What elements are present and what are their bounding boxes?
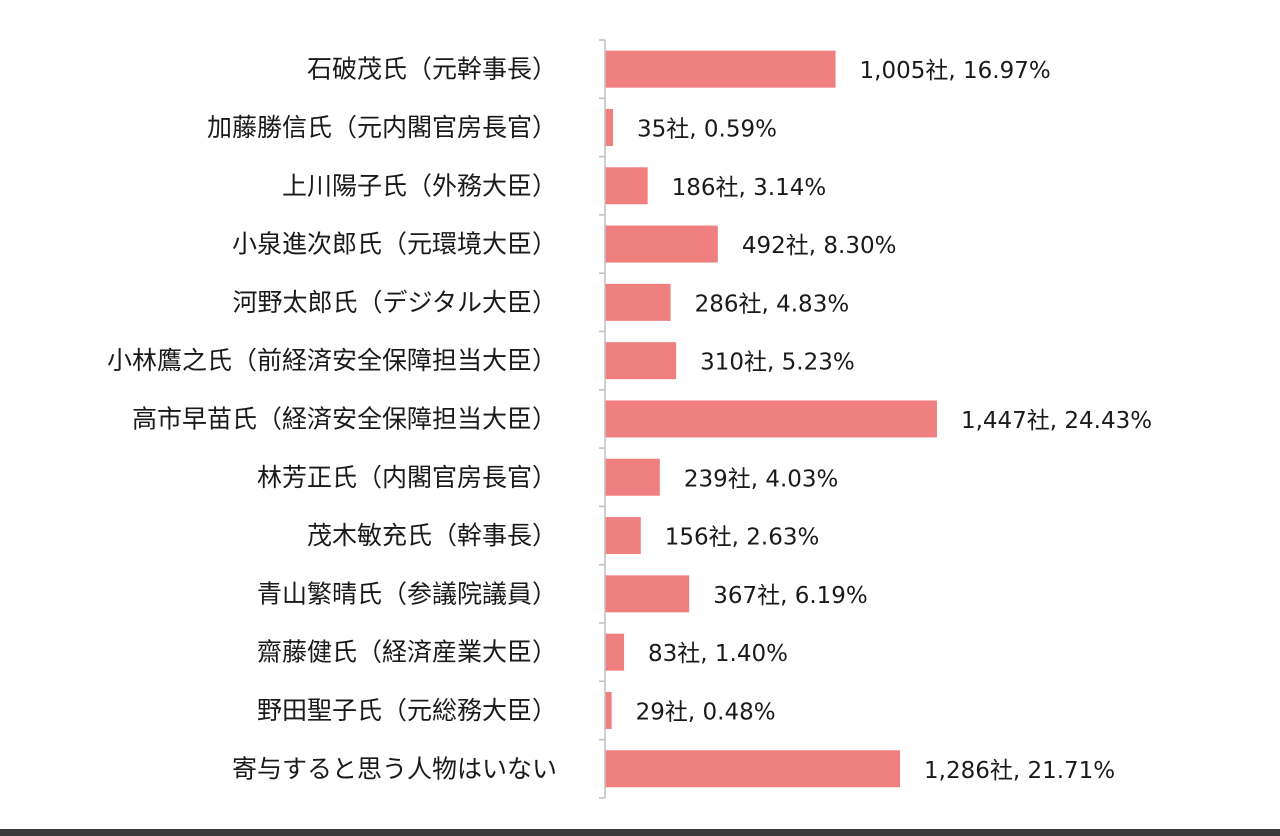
category-label: 上川陽子氏（外務大臣） xyxy=(282,171,557,200)
category-label: 高市早苗氏（経済安全保障担当大臣） xyxy=(132,404,557,433)
data-label: 156社, 2.63% xyxy=(665,525,820,551)
category-label: 加藤勝信氏（元内閣官房長官） xyxy=(207,113,557,142)
bar xyxy=(605,50,836,88)
bar xyxy=(605,517,641,555)
data-label: 492社, 8.30% xyxy=(742,233,897,259)
category-labels: 石破茂氏（元幹事長） 加藤勝信氏（元内閣官房長官） 上川陽子氏（外務大臣） 小泉進次郎… xyxy=(107,55,557,784)
bar xyxy=(605,167,648,205)
data-label: 29社, 0.48% xyxy=(636,699,776,725)
bar xyxy=(605,691,612,729)
category-label: 青山繁晴氏（参議院議員） xyxy=(257,579,557,608)
data-label: 1,005社, 16.97% xyxy=(860,58,1051,84)
bar xyxy=(605,283,671,321)
category-label: 小林鷹之氏（前経済安全保障担当大臣） xyxy=(107,346,557,375)
category-label: 石破茂氏（元幹事長） xyxy=(307,55,557,84)
bar xyxy=(605,633,625,671)
bar xyxy=(605,575,690,613)
category-label: 寄与すると思う人物はいない xyxy=(232,754,557,783)
data-label: 186社, 3.14% xyxy=(672,175,827,201)
category-label: 河野太郎氏（デジタル大臣） xyxy=(232,288,557,317)
bar xyxy=(605,225,718,263)
bar xyxy=(605,342,677,380)
data-labels: 1,005社, 16.97% 35社, 0.59% 186社, 3.14% 492社,… xyxy=(636,58,1152,784)
bar xyxy=(605,108,614,146)
data-label: 83社, 1.40% xyxy=(648,641,788,667)
category-label: 野田聖子氏（元総務大臣） xyxy=(257,696,557,725)
data-label: 367社, 6.19% xyxy=(713,583,868,609)
bottom-border-bar xyxy=(0,829,1280,836)
data-label: 286社, 4.83% xyxy=(695,291,850,317)
category-label: 茂木敏充氏（幹事長） xyxy=(307,521,557,550)
category-label: 小泉進次郎氏（元環境大臣） xyxy=(232,230,557,259)
bar xyxy=(605,458,660,496)
bars xyxy=(605,50,937,788)
data-label: 239社, 4.03% xyxy=(684,466,839,492)
data-label: 310社, 5.23% xyxy=(700,350,855,376)
bar xyxy=(605,750,901,788)
data-label: 1,447社, 24.43% xyxy=(961,408,1152,434)
data-label: 1,286社, 21.71% xyxy=(924,758,1115,784)
category-label: 齋藤健氏（経済産業大臣） xyxy=(257,638,557,667)
bar xyxy=(605,400,937,438)
category-axis-ticks xyxy=(599,39,605,799)
data-label: 35社, 0.59% xyxy=(637,116,777,142)
category-label: 林芳正氏（内閣官房長官） xyxy=(257,463,557,492)
